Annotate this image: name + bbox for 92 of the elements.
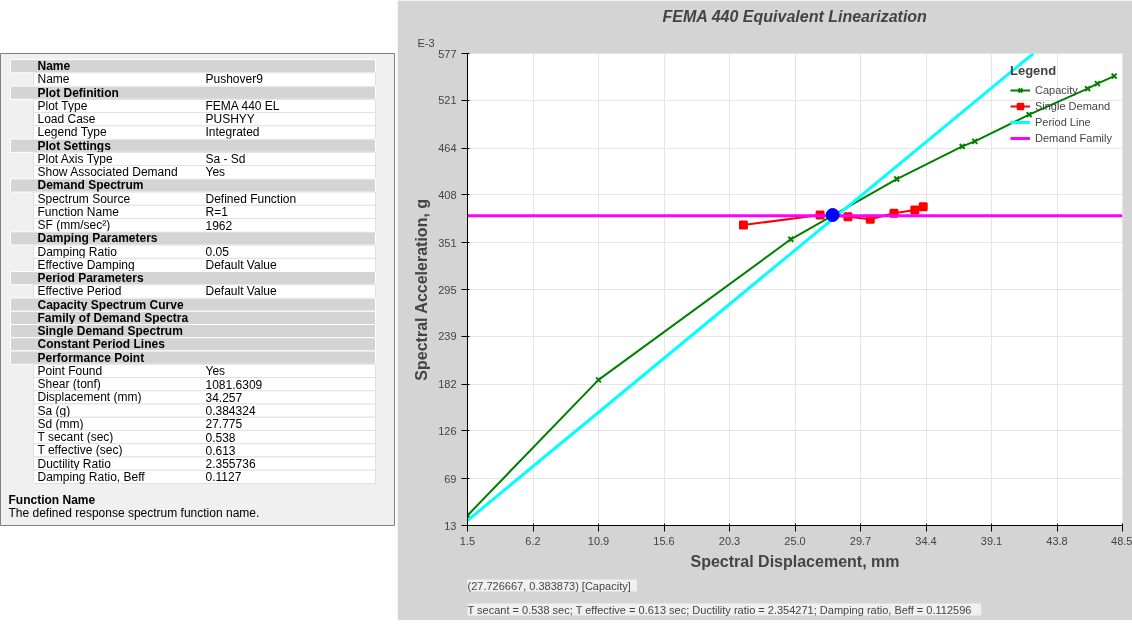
category-label: Capacity Spectrum Curve [37,297,184,312]
text: 1962 [205,218,233,233]
x-tick-label: 43.8 [1046,534,1068,547]
point [893,175,901,183]
category-label: SF (mm/sec²) [37,218,111,233]
chart-title: FEMA 440 Equivalent Linearization [662,7,928,25]
x-tick-label: 34.4 [915,534,937,547]
category-label: Sa (g) [37,403,71,418]
category-label: Effective Period [37,284,122,299]
y-tick-label: 13 [444,519,457,532]
text: 2.355736 [205,457,256,472]
x-axis-title: Spectral Displacement, mm [690,552,900,570]
x-tick-label: 48.5 [1111,534,1132,547]
y-tick-label: 351 [438,236,457,249]
x-tick-label: 1.5 [459,534,476,547]
point [825,208,840,222]
y-axis-title: Spectral Acceleration, g [413,198,431,381]
y-tick-label: 408 [438,188,457,201]
text: The defined response spectrum function name. [8,505,260,520]
point [910,205,920,215]
x-tick-label: 25.0 [784,534,806,547]
legend-label: Demand Family [1034,131,1112,145]
category-label: Displacement (mm) [37,390,142,405]
point [738,220,748,230]
text: Default Value [205,257,277,272]
text: Pushover9 [205,72,263,87]
text: 0.538 [205,430,236,445]
category-label: Name [37,59,71,74]
category-label: Damping Parameters [37,231,158,246]
text: 27.775 [205,417,243,432]
y-tick-label: 182 [438,378,457,391]
category-label: Plot Axis Type [37,151,113,166]
y-tick-label: 126 [438,424,457,437]
category-label: Period Parameters [37,271,144,286]
text: Sa - Sd [205,151,246,166]
y-tick-label: 239 [438,330,457,343]
category-label: Constant Period Lines [37,337,166,352]
text: Defined Function [205,191,297,206]
y-tick-label: 464 [438,142,457,155]
legend-label: Period Line [1034,115,1091,129]
text: 34.257 [205,390,243,405]
text: Function Name [8,492,96,507]
text: 0.1127 [205,470,242,485]
category-label: Name [37,72,70,87]
category-label: Plot Settings [37,138,112,153]
category-label: Ductility Ratio [37,456,112,471]
x-tick-label: 20.3 [718,534,741,547]
text: 0.05 [205,245,229,260]
text: Yes [205,165,226,180]
category-label: Spectrum Source [37,191,131,206]
x-tick-label: 10.9 [587,534,610,547]
text: 1081.6309 [205,377,263,392]
point [918,202,928,212]
category-label: Damping Ratio [37,244,118,259]
category-label: Load Case [37,112,96,127]
text: E-3 [417,36,435,49]
category-label: Effective Damping [37,257,135,272]
category-label: Damping Ratio, Beff [37,469,146,484]
text: 0.613 [205,443,236,458]
category-label: Point Found [37,363,103,378]
category-label: Plot Type [37,98,88,113]
text: R=1 [205,204,228,219]
text: T secant = 0.538 sec; T effective = 0.613 sec; Ductility ratio = 2.354271; Damping ratio, Beff = 0.112596 [467,603,972,616]
x-tick-label: 29.7 [849,534,872,547]
category-label: Family of Demand Spectra [37,310,189,325]
x-tick-label: 6.2 [525,534,541,547]
category-label: Function Name [37,204,120,219]
y-tick-label: 295 [438,283,457,296]
category-label: Show Associated Demand [37,165,178,180]
category-label: Demand Spectrum [37,178,144,193]
category-label: Legend Type [37,125,107,140]
y-tick-label: 521 [438,94,457,107]
category-label: Sd (mm) [37,416,84,431]
x-tick-label: 39.1 [980,534,1003,547]
x-tick-label: 15.6 [653,534,675,547]
text: Yes [205,363,226,378]
text: 0.384324 [205,404,256,419]
text: (27.726667, 0.383873) [Capacity] [467,579,631,592]
legend-title: Legend [1009,63,1058,78]
category-label: Shear (tonf) [37,377,101,392]
legend-label: Capacity [1034,83,1078,97]
category-label: Single Demand Spectrum [37,324,183,339]
category-label: T effective (sec) [37,443,123,458]
text: Default Value [205,284,277,299]
y-tick-label: 69 [444,472,457,485]
category-label: Performance Point [37,350,145,365]
category-label: T secant (sec) [37,430,114,445]
text: PUSHYY [205,112,255,127]
text: Integrated [205,125,260,140]
category-label: Plot Definition [37,85,119,100]
text: FEMA 440 EL [205,98,280,113]
y-tick-label: 577 [438,47,457,60]
